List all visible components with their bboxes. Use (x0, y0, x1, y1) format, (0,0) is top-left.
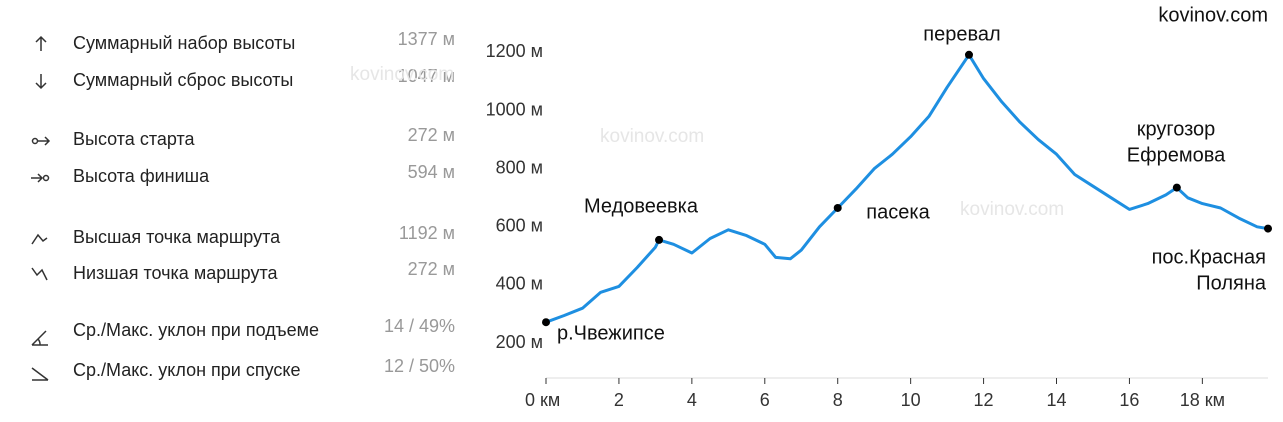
stat-value: 272 м (408, 259, 455, 279)
y-tick-label: 400 м (496, 274, 543, 294)
y-tick-label: 1000 м (486, 99, 543, 119)
icon-high (31, 233, 48, 245)
icon-climb (31, 330, 48, 346)
annotation-point (1264, 224, 1272, 233)
x-tick-label: 14 (1046, 390, 1066, 410)
annotation-label: кругозор (1137, 118, 1216, 140)
x-tick-label: 16 (1119, 390, 1139, 410)
x-tick-label: 4 (687, 390, 697, 410)
annotation-point (833, 203, 842, 212)
annotation-point (655, 235, 664, 244)
stat-label: Высота старта (73, 129, 196, 149)
annotation-label: Ефремова (1127, 144, 1226, 166)
icon-down (35, 74, 47, 90)
stat-label: Ср./Макс. уклон при спуске (73, 360, 300, 380)
x-tick-label: 2 (614, 390, 624, 410)
stat-label: Ср./Макс. уклон при подъеме (73, 320, 319, 340)
x-tick-label: 8 (833, 390, 843, 410)
watermark: kovinov.com (350, 64, 454, 85)
y-tick-label: 1200 м (486, 41, 543, 61)
annotation-label: пасека (866, 201, 930, 223)
watermark: kovinov.com (1158, 4, 1268, 26)
x-tick-label: 12 (974, 390, 994, 410)
annotation-label: р.Чвежипсе (557, 322, 665, 344)
annotation-label: перевал (923, 23, 1000, 45)
stat-label: Суммарный набор высоты (73, 33, 295, 53)
stat-value: 1192 м (399, 223, 455, 243)
icon-up (35, 35, 47, 51)
stat-value: 1377 м (398, 29, 455, 49)
y-tick-label: 600 м (496, 216, 543, 236)
stat-label: Высшая точка маршрута (73, 227, 281, 247)
x-tick-label: 18 км (1180, 390, 1225, 410)
y-tick-label: 800 м (496, 157, 543, 177)
icon-descent (31, 367, 49, 381)
watermark: kovinov.com (600, 126, 704, 147)
annotation-label: пос.Красная (1152, 246, 1266, 268)
watermark: kovinov.com (960, 199, 1064, 220)
stat-value: 12 / 50% (384, 356, 455, 376)
elevation-line (545, 53, 1269, 324)
icon-start (31, 136, 51, 146)
y-tick-label: 200 м (496, 332, 543, 352)
x-tick-label: 0 км (525, 390, 560, 410)
annotation-label: Медовеевка (584, 195, 699, 217)
stat-value: 14 / 49% (384, 316, 455, 336)
x-tick-label: 6 (760, 390, 770, 410)
stat-label: Суммарный сброс высоты (73, 70, 293, 90)
x-tick-label: 10 (901, 390, 921, 410)
icon-low (31, 267, 48, 281)
annotation-point (1172, 183, 1181, 192)
stat-label: Низшая точка маршрута (73, 263, 279, 283)
stat-label: Высота финиша (73, 166, 210, 186)
stat-value: 594 м (408, 162, 455, 182)
icons (31, 35, 51, 381)
stat-value: 1047 м (398, 66, 455, 86)
icon-finish (31, 173, 50, 183)
annotation-point (542, 318, 550, 327)
annotation-label: Поляна (1196, 272, 1267, 294)
annotation-point (964, 50, 973, 59)
stat-value: 272 м (408, 125, 455, 145)
